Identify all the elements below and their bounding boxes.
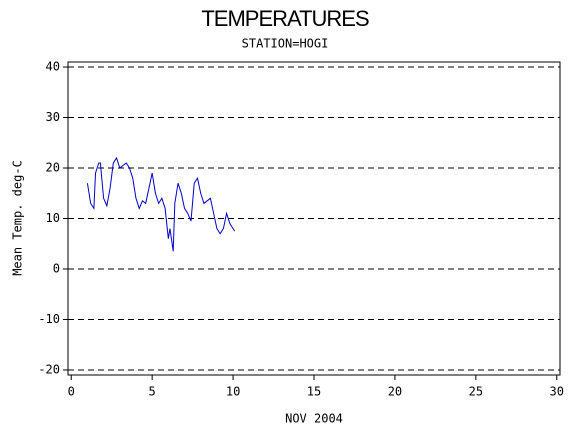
y-tick-label: 0 xyxy=(53,261,60,275)
x-tick-label: 20 xyxy=(388,385,402,399)
chart-subtitle: STATION=HOGI xyxy=(242,37,329,51)
x-tick-label: 5 xyxy=(149,385,156,399)
y-tick-label: 10 xyxy=(46,211,60,225)
data-line xyxy=(86,156,236,252)
y-tick-label: 40 xyxy=(46,60,60,74)
x-tick-label: 25 xyxy=(469,385,483,399)
x-tick-label: 30 xyxy=(550,385,564,399)
x-axis-label: NOV 2004 xyxy=(285,412,343,426)
y-tick-label: 20 xyxy=(46,161,60,175)
x-tick-label: 15 xyxy=(307,385,321,399)
y-tick-label: 30 xyxy=(46,110,60,124)
y-axis-label: Mean Temp. deg-C xyxy=(11,160,25,276)
x-tick-label: 10 xyxy=(226,385,240,399)
y-tick-label: -10 xyxy=(38,312,60,326)
y-tick-label: -20 xyxy=(38,362,60,376)
x-tick-label: 0 xyxy=(68,385,75,399)
chart-title: TEMPERATURES xyxy=(201,6,369,31)
